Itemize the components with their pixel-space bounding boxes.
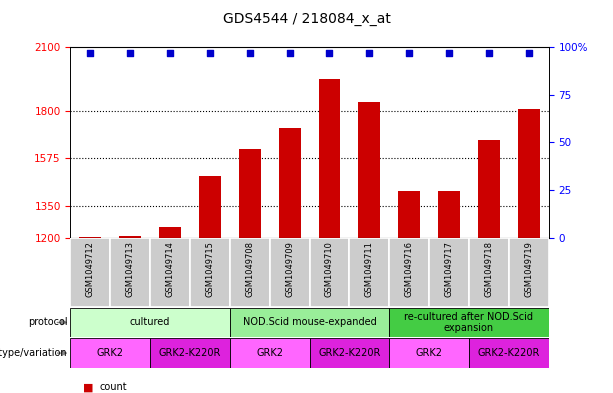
Point — [284, 50, 294, 56]
Text: GSM1049719: GSM1049719 — [524, 241, 533, 297]
Text: GSM1049711: GSM1049711 — [365, 241, 374, 297]
Bar — [230, 238, 270, 307]
Text: GSM1049708: GSM1049708 — [245, 241, 254, 297]
Text: GSM1049717: GSM1049717 — [444, 241, 454, 297]
Text: GSM1049715: GSM1049715 — [205, 241, 215, 297]
Text: GSM1049716: GSM1049716 — [405, 241, 414, 297]
Point — [205, 50, 215, 56]
Point — [325, 50, 335, 56]
Text: GRK2: GRK2 — [97, 348, 124, 358]
Bar — [270, 238, 310, 307]
Bar — [80, 237, 101, 238]
Bar — [310, 238, 349, 307]
Bar — [478, 140, 500, 238]
Bar — [359, 102, 380, 238]
Point — [245, 50, 255, 56]
Bar — [150, 238, 190, 307]
Text: cultured: cultured — [130, 318, 170, 327]
Text: GSM1049709: GSM1049709 — [285, 241, 294, 297]
Text: ■: ■ — [83, 382, 93, 393]
Bar — [389, 308, 549, 337]
Text: NOD.Scid mouse-expanded: NOD.Scid mouse-expanded — [243, 318, 376, 327]
Text: GSM1049710: GSM1049710 — [325, 241, 334, 297]
Text: GSM1049713: GSM1049713 — [126, 241, 135, 297]
Text: GRK2: GRK2 — [416, 348, 443, 358]
Point — [86, 50, 96, 56]
Text: GDS4544 / 218084_x_at: GDS4544 / 218084_x_at — [223, 12, 390, 26]
Bar — [438, 191, 460, 238]
Bar — [110, 238, 150, 307]
Text: GSM1049718: GSM1049718 — [484, 241, 493, 297]
Bar — [469, 238, 509, 307]
Point — [125, 50, 135, 56]
Bar — [310, 338, 389, 368]
Bar — [509, 238, 549, 307]
Bar — [398, 191, 420, 238]
Point — [405, 50, 414, 56]
Bar — [279, 128, 300, 238]
Bar — [518, 108, 539, 238]
Text: count: count — [100, 382, 128, 393]
Text: GSM1049714: GSM1049714 — [166, 241, 175, 297]
Bar — [159, 227, 181, 238]
Text: re-cultured after NOD.Scid
expansion: re-cultured after NOD.Scid expansion — [405, 312, 533, 333]
Bar — [70, 308, 230, 337]
Point — [364, 50, 374, 56]
Point — [524, 50, 533, 56]
Point — [166, 50, 175, 56]
Text: GRK2-K220R: GRK2-K220R — [159, 348, 221, 358]
Bar — [199, 176, 221, 238]
Text: protocol: protocol — [28, 318, 67, 327]
Bar — [349, 238, 389, 307]
Bar — [389, 238, 429, 307]
Bar — [150, 338, 230, 368]
Text: GRK2-K220R: GRK2-K220R — [318, 348, 381, 358]
Bar — [319, 79, 340, 238]
Text: GRK2: GRK2 — [256, 348, 283, 358]
Bar — [230, 308, 389, 337]
Bar — [70, 238, 110, 307]
Bar — [230, 338, 310, 368]
Point — [484, 50, 494, 56]
Bar — [429, 238, 469, 307]
Point — [444, 50, 454, 56]
Bar — [469, 338, 549, 368]
Bar — [70, 338, 150, 368]
Bar — [389, 338, 469, 368]
Text: GSM1049712: GSM1049712 — [86, 241, 95, 297]
Text: genotype/variation: genotype/variation — [0, 348, 67, 358]
Bar — [190, 238, 230, 307]
Text: GRK2-K220R: GRK2-K220R — [478, 348, 540, 358]
Bar — [239, 149, 261, 238]
Bar — [120, 236, 141, 238]
